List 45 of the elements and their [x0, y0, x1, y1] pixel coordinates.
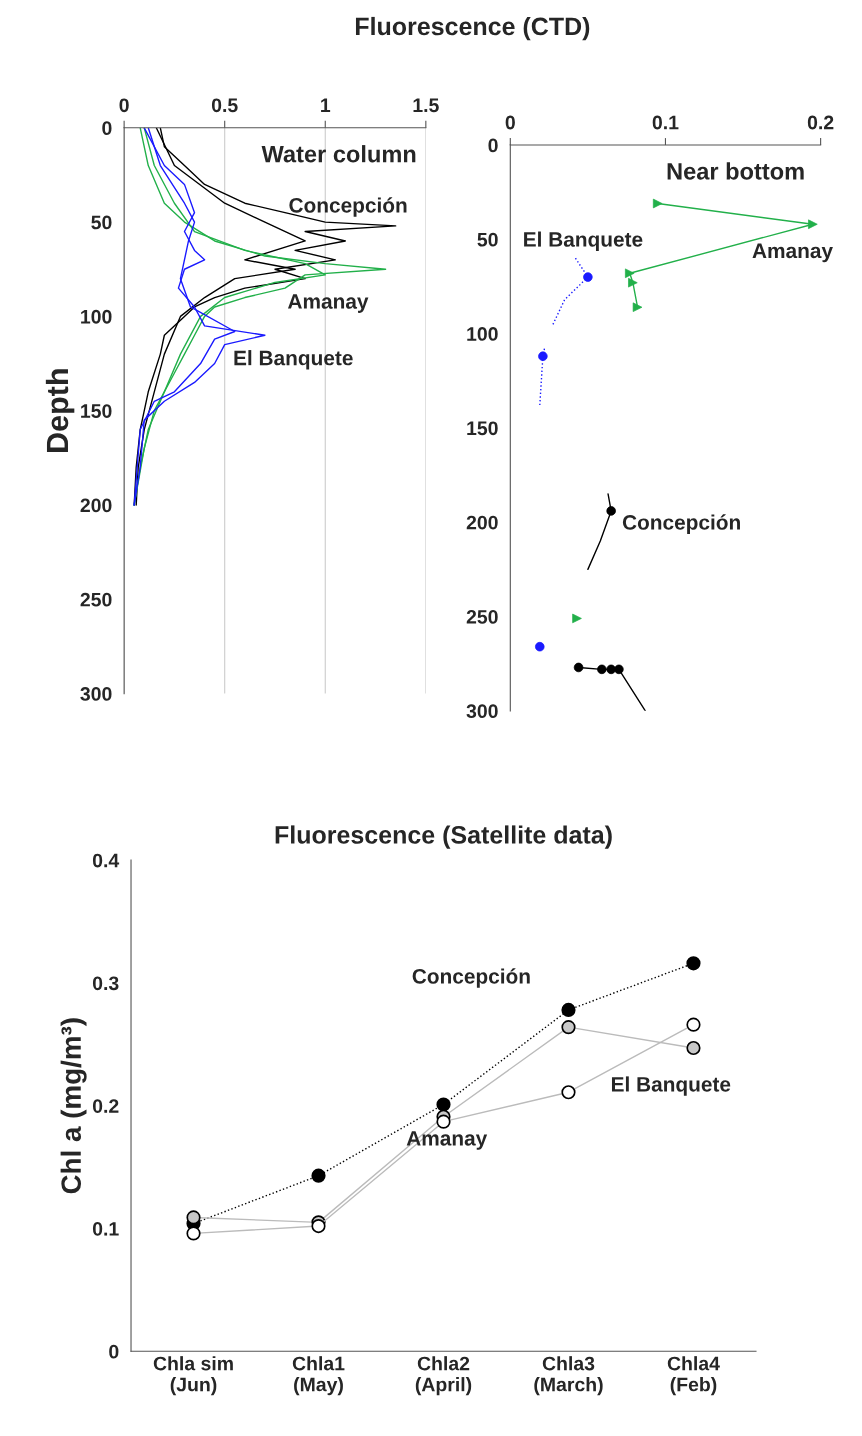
y-tick-label: 100	[81, 309, 112, 324]
chart-title: Fluorescence (Satellite data)	[275, 825, 612, 849]
y-tick-label: 150	[81, 404, 112, 418]
y-axis-title: Depth	[45, 369, 75, 452]
x-tick-label: Chla4 (Feb)	[667, 1356, 720, 1396]
x-tick-label: 0.5	[211, 98, 238, 113]
x-tick-label: Chla2 (April)	[415, 1356, 472, 1396]
x-tick-label: 1	[321, 98, 331, 112]
y-tick-label: 300	[80, 687, 112, 701]
annotation: Amanay	[406, 1131, 488, 1150]
y-tick-label: 0.2	[92, 1099, 119, 1113]
annotation: Amanay	[287, 294, 369, 313]
x-tick-label: Chla1 (May)	[292, 1356, 345, 1396]
x-tick-label: 0.1	[652, 115, 679, 130]
x-tick-label: 1.5	[413, 98, 439, 113]
y-tick-label: 300	[466, 704, 498, 719]
x-tick-label: 0	[119, 98, 129, 113]
annotation: El Banquete	[234, 350, 353, 370]
annotation: Concepción	[622, 514, 740, 534]
annotation: Near bottom	[667, 162, 804, 180]
x-tick-label: Chla3 (March)	[534, 1356, 603, 1396]
y-tick-label: 0.3	[92, 976, 119, 991]
y-tick-label: 0.4	[92, 853, 120, 868]
y-tick-label: 100	[467, 327, 498, 341]
x-tick-label: 0	[505, 115, 515, 130]
y-tick-label: 200	[80, 498, 112, 513]
y-tick-label: 250	[466, 609, 498, 624]
chart-title: Fluorescence (CTD)	[355, 16, 590, 41]
annotation: Concepción	[289, 197, 407, 217]
annotation: Concepción	[412, 968, 530, 988]
y-axis-title: Chl a (mg/m³)	[60, 1018, 87, 1194]
annotation: El Banquete	[611, 1076, 731, 1096]
y-tick-label: 50	[91, 215, 112, 230]
annotation: Water column	[261, 145, 416, 163]
annotation: Amanay	[752, 243, 833, 263]
y-tick-label: 0	[109, 1344, 119, 1359]
y-tick-label: 50	[477, 232, 498, 247]
annotation: El Banquete	[524, 231, 643, 251]
y-tick-label: 150	[467, 421, 498, 436]
y-tick-label: 250	[80, 592, 112, 607]
x-tick-label: Chla sim (Jun)	[153, 1356, 233, 1396]
x-tick-label: 0.2	[807, 115, 834, 130]
y-tick-label: 200	[466, 515, 498, 530]
y-tick-label: 0.1	[92, 1221, 119, 1236]
y-tick-label: 0	[488, 138, 498, 153]
